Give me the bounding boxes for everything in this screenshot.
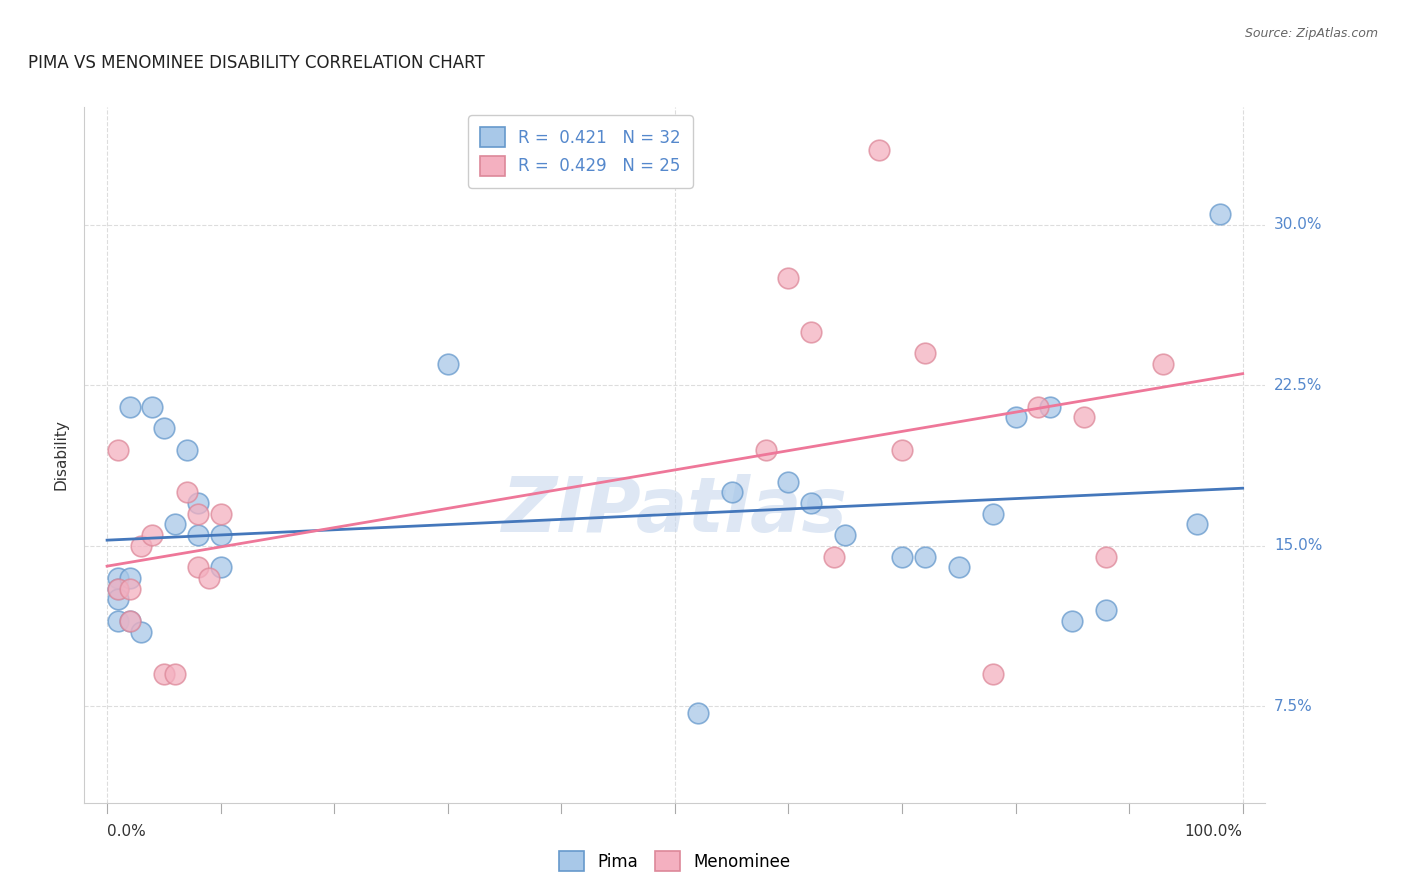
Point bbox=[800, 325, 823, 339]
Point bbox=[187, 560, 209, 574]
Point bbox=[187, 507, 209, 521]
Point bbox=[778, 271, 800, 285]
Point bbox=[118, 400, 141, 414]
Y-axis label: Disability: Disability bbox=[53, 419, 69, 491]
Text: 30.0%: 30.0% bbox=[1274, 218, 1322, 232]
Point bbox=[107, 614, 129, 628]
Point bbox=[153, 421, 176, 435]
Point bbox=[176, 442, 198, 457]
Point bbox=[107, 442, 129, 457]
Point bbox=[107, 571, 129, 585]
Point bbox=[198, 571, 221, 585]
Point bbox=[209, 507, 232, 521]
Point bbox=[1187, 517, 1209, 532]
Point bbox=[209, 560, 232, 574]
Point bbox=[891, 442, 914, 457]
Point bbox=[141, 528, 163, 542]
Point bbox=[1209, 207, 1232, 221]
Point bbox=[165, 667, 187, 681]
Point bbox=[141, 400, 163, 414]
Point bbox=[686, 706, 709, 720]
Point bbox=[118, 582, 141, 596]
Text: 15.0%: 15.0% bbox=[1274, 539, 1322, 553]
Legend: Pima, Menominee: Pima, Menominee bbox=[553, 845, 797, 878]
Point bbox=[1062, 614, 1084, 628]
Point bbox=[1004, 410, 1026, 425]
Text: 7.5%: 7.5% bbox=[1274, 699, 1313, 714]
Point bbox=[948, 560, 970, 574]
Text: 100.0%: 100.0% bbox=[1185, 824, 1243, 839]
Point bbox=[834, 528, 856, 542]
Point bbox=[118, 614, 141, 628]
Text: ZIPatlas: ZIPatlas bbox=[502, 474, 848, 548]
Point bbox=[187, 528, 209, 542]
Point bbox=[1073, 410, 1095, 425]
Text: Source: ZipAtlas.com: Source: ZipAtlas.com bbox=[1244, 27, 1378, 40]
Point bbox=[1152, 357, 1174, 371]
Point bbox=[823, 549, 845, 564]
Point bbox=[129, 624, 152, 639]
Point bbox=[868, 143, 890, 157]
Point bbox=[891, 549, 914, 564]
Point bbox=[107, 582, 129, 596]
Text: 0.0%: 0.0% bbox=[107, 824, 146, 839]
Point bbox=[165, 517, 187, 532]
Point bbox=[778, 475, 800, 489]
Point bbox=[1026, 400, 1049, 414]
Point bbox=[981, 507, 1004, 521]
Point bbox=[755, 442, 778, 457]
Point bbox=[1039, 400, 1062, 414]
Point bbox=[187, 496, 209, 510]
Point bbox=[800, 496, 823, 510]
Point bbox=[1095, 549, 1118, 564]
Point bbox=[1095, 603, 1118, 617]
Point bbox=[209, 528, 232, 542]
Point bbox=[176, 485, 198, 500]
Point bbox=[981, 667, 1004, 681]
Point bbox=[107, 592, 129, 607]
Point bbox=[129, 539, 152, 553]
Point bbox=[107, 582, 129, 596]
Point bbox=[118, 571, 141, 585]
Text: 22.5%: 22.5% bbox=[1274, 378, 1322, 392]
Point bbox=[720, 485, 742, 500]
Point bbox=[118, 614, 141, 628]
Text: PIMA VS MENOMINEE DISABILITY CORRELATION CHART: PIMA VS MENOMINEE DISABILITY CORRELATION… bbox=[28, 54, 485, 71]
Point bbox=[153, 667, 176, 681]
Point bbox=[436, 357, 458, 371]
Point bbox=[914, 549, 936, 564]
Point bbox=[914, 346, 936, 360]
